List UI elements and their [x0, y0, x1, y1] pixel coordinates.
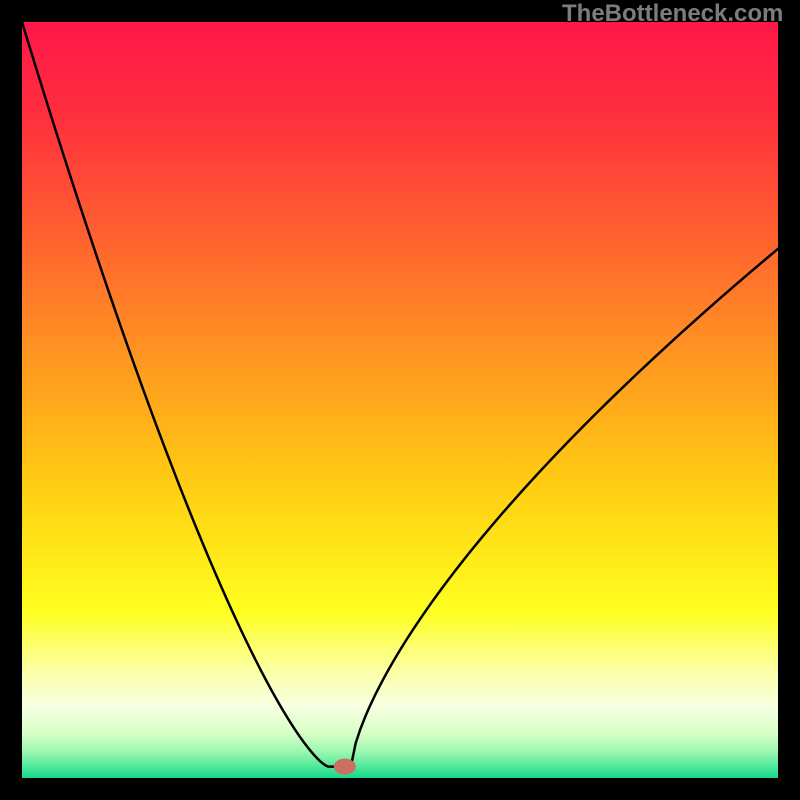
gradient-background: [22, 22, 778, 778]
watermark: TheBottleneck.com: [562, 0, 783, 28]
plot-area: [22, 22, 778, 778]
optimal-point-marker: [334, 759, 356, 775]
